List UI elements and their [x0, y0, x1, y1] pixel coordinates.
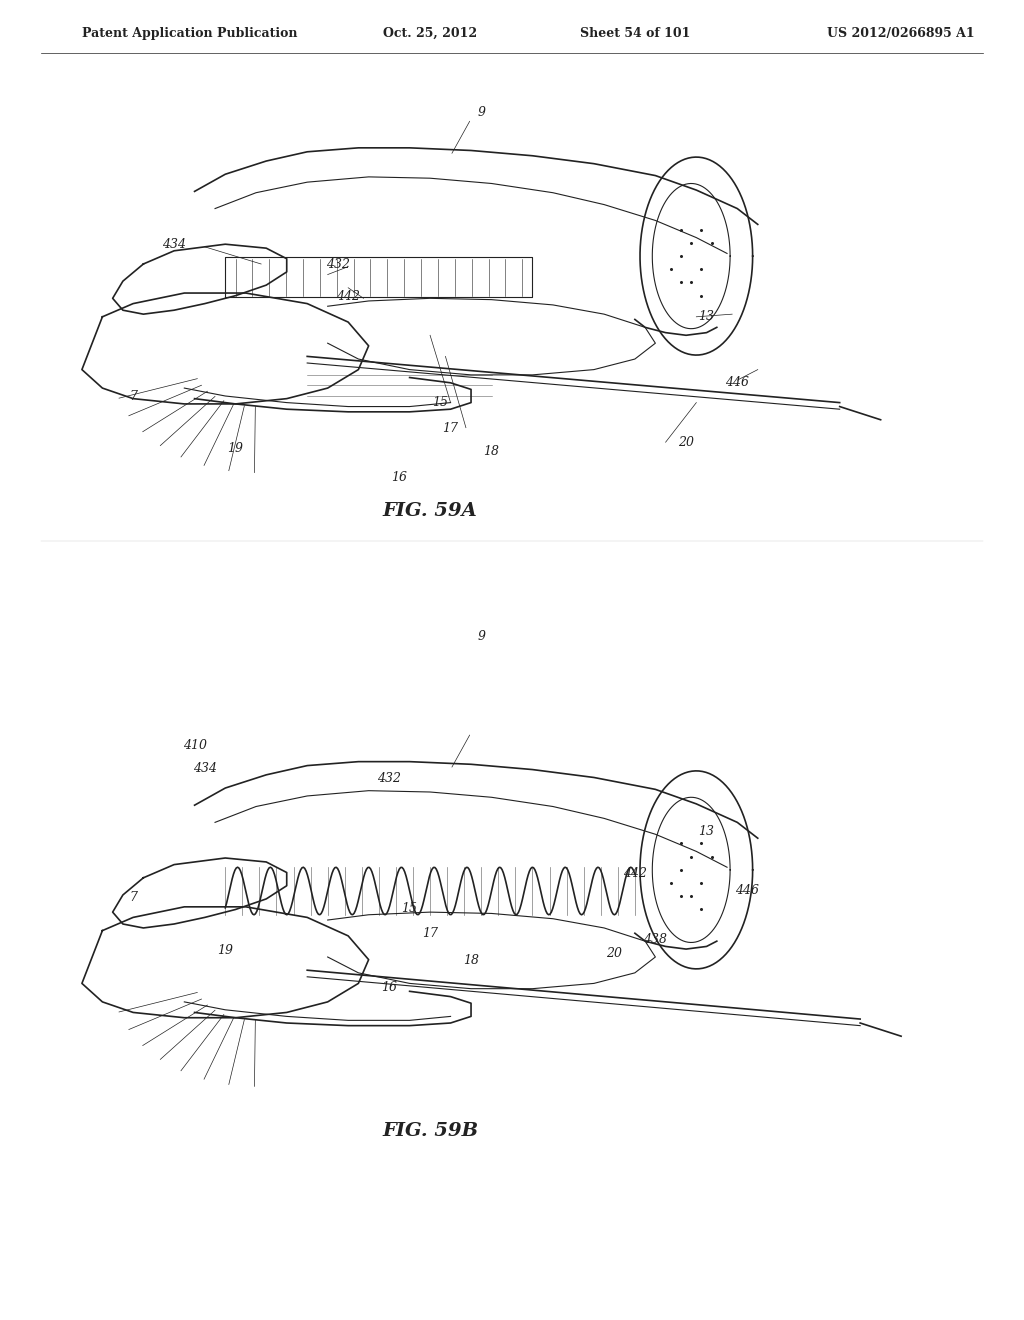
Text: Oct. 25, 2012: Oct. 25, 2012 — [383, 26, 477, 40]
Text: 432: 432 — [377, 772, 401, 785]
Text: 13: 13 — [698, 310, 715, 323]
Text: 19: 19 — [217, 944, 233, 957]
Text: FIG. 59B: FIG. 59B — [382, 1122, 478, 1140]
Text: 7: 7 — [129, 891, 137, 904]
Text: Patent Application Publication: Patent Application Publication — [82, 26, 297, 40]
Text: 442: 442 — [623, 867, 647, 880]
Text: 17: 17 — [442, 422, 459, 436]
Text: 19: 19 — [227, 442, 244, 455]
Text: 446: 446 — [725, 376, 750, 389]
Text: 18: 18 — [483, 445, 500, 458]
Text: 434: 434 — [162, 238, 186, 251]
Text: 16: 16 — [391, 471, 408, 484]
Text: 20: 20 — [606, 946, 623, 960]
Text: US 2012/0266895 A1: US 2012/0266895 A1 — [827, 26, 975, 40]
Text: 442: 442 — [336, 290, 360, 304]
Text: 18: 18 — [463, 954, 479, 968]
Text: 7: 7 — [129, 389, 137, 403]
Text: 438: 438 — [643, 933, 668, 946]
Text: 410: 410 — [182, 739, 207, 752]
Text: 13: 13 — [698, 825, 715, 838]
Text: 20: 20 — [678, 436, 694, 449]
Text: 446: 446 — [735, 884, 760, 898]
Text: 15: 15 — [401, 902, 418, 915]
Text: 16: 16 — [381, 981, 397, 994]
Text: Sheet 54 of 101: Sheet 54 of 101 — [580, 26, 690, 40]
Text: 434: 434 — [193, 762, 217, 775]
Text: 9: 9 — [477, 106, 485, 119]
Text: 17: 17 — [422, 927, 438, 940]
Text: 432: 432 — [326, 257, 350, 271]
Text: 15: 15 — [432, 396, 449, 409]
Text: 9: 9 — [477, 630, 485, 643]
Text: FIG. 59A: FIG. 59A — [383, 502, 477, 520]
